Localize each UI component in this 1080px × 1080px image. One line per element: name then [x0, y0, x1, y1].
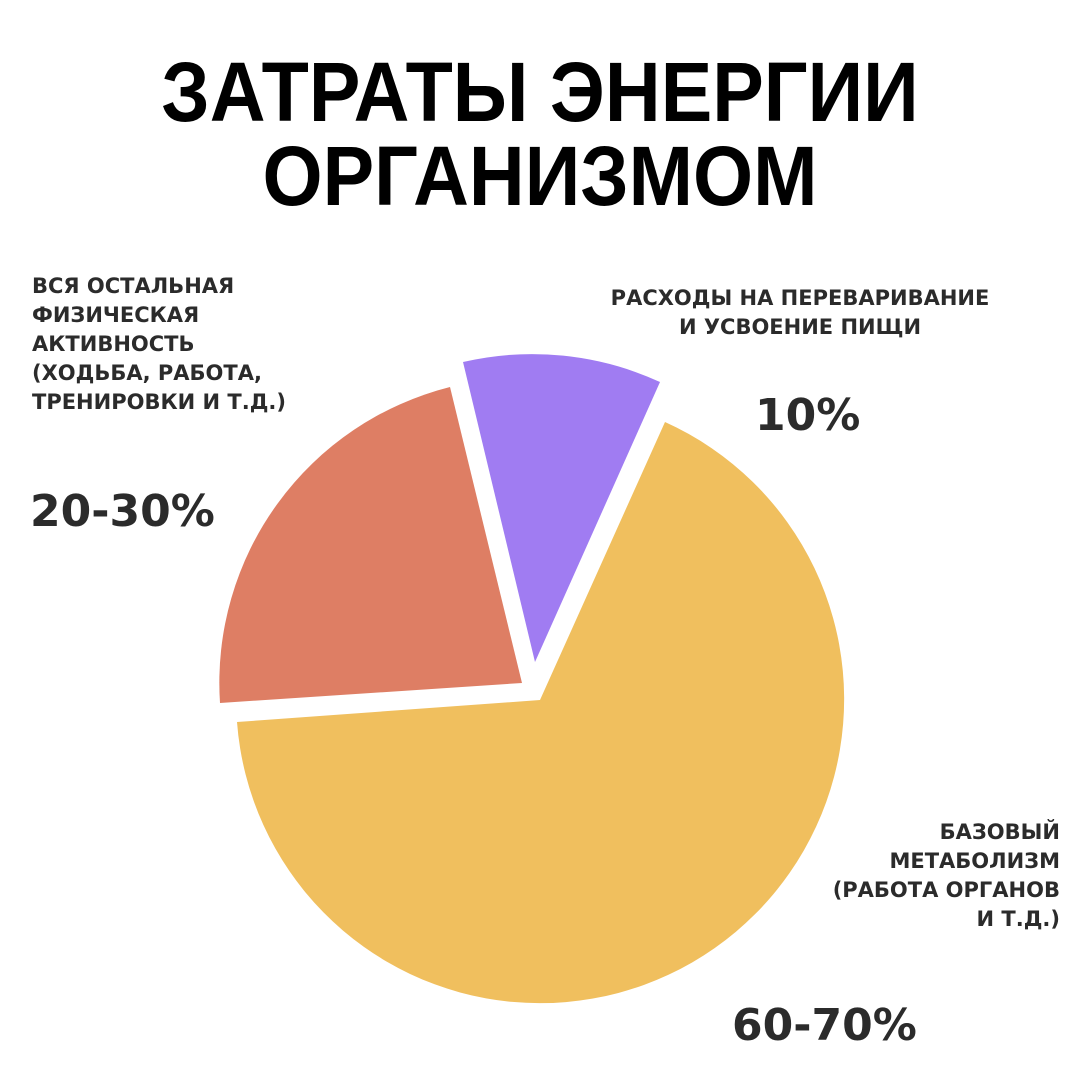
label-activity-line-2: ФИЗИЧЕСКАЯ — [32, 303, 200, 327]
label-activity: ВСЯ ОСТАЛЬНАЯ ФИЗИЧЕСКАЯ АКТИВНОСТЬ (ХОД… — [32, 272, 286, 417]
value-digestion: 10% — [755, 390, 861, 441]
pie-slice-digestion — [463, 354, 660, 662]
pie-slice-activity — [219, 387, 522, 703]
title-line-2: ОРГАНИЗМОМ — [262, 129, 818, 223]
label-digestion-line-1: РАСХОДЫ НА ПЕРЕВАРИВАНИЕ — [610, 286, 990, 310]
title-line-1: ЗАТРАТЫ ЭНЕРГИИ — [161, 45, 919, 139]
label-activity-line-1: ВСЯ ОСТАЛЬНАЯ — [32, 274, 235, 298]
label-activity-line-5: ТРЕНИРОВКИ И Т.Д.) — [32, 390, 286, 414]
label-basal-line-4: И Т.Д.) — [976, 907, 1060, 931]
chart-title: ЗАТРАТЫ ЭНЕРГИИ ОРГАНИЗМОМ — [43, 50, 1037, 218]
label-basal-line-3: (РАБОТА ОРГАНОВ — [832, 878, 1060, 902]
label-basal-line-2: МЕТАБОЛИЗМ — [889, 849, 1060, 873]
label-basal: БАЗОВЫЙ МЕТАБОЛИЗМ (РАБОТА ОРГАНОВ И Т.Д… — [833, 818, 1060, 934]
value-activity: 20-30% — [30, 486, 215, 537]
label-digestion-line-2: И УСВОЕНИЕ ПИЩИ — [678, 315, 922, 339]
label-digestion: РАСХОДЫ НА ПЕРЕВАРИВАНИЕ И УСВОЕНИЕ ПИЩИ — [580, 284, 1020, 342]
pie-slice-basal — [237, 422, 845, 1004]
label-basal-line-1: БАЗОВЫЙ — [939, 820, 1060, 844]
label-activity-line-3: АКТИВНОСТЬ — [32, 332, 195, 356]
value-basal: 60-70% — [732, 1000, 917, 1051]
label-activity-line-4: (ХОДЬБА, РАБОТА, — [32, 361, 262, 385]
